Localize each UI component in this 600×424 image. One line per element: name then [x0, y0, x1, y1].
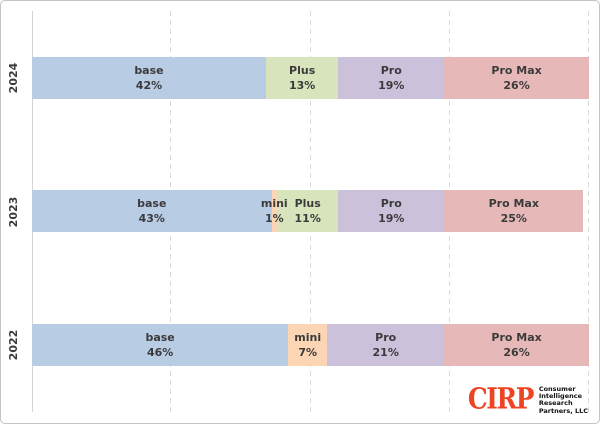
segment-label: Plus 11% — [294, 197, 321, 226]
cirp-wordmark: CIRP — [467, 383, 535, 417]
segment-label: mini 1% — [260, 197, 288, 226]
segment-label: Pro 19% — [378, 197, 405, 226]
bar-segment-base: base 46% — [32, 324, 289, 367]
plot-area: base 42% Plus 13% Pro 19% Pro Max 26% base 43% min… — [32, 11, 589, 412]
bar-segment-plus: Plus 11% — [277, 190, 339, 233]
segment-label: Plus 13% — [288, 63, 316, 92]
year-label-2023: 2023 — [7, 196, 20, 227]
bar-segment-plus: Plus 13% — [265, 56, 339, 99]
cirp-tagline-line: Intelligence — [538, 392, 583, 401]
segment-label: Pro Max 26% — [491, 63, 542, 92]
segment-label: Pro Max 26% — [491, 331, 542, 360]
cirp-tagline-line: Research — [538, 399, 573, 408]
bar-segment-base: base 43% — [32, 190, 272, 233]
bar-segment-pro: Pro 21% — [327, 324, 445, 367]
bar-segment-pro: Pro 19% — [338, 190, 445, 233]
segment-label: Pro 21% — [372, 331, 399, 360]
bar-segment-base: base 42% — [32, 56, 266, 99]
cirp-tagline: Consumer Intelligence Research Partners, LL… — [538, 384, 588, 415]
year-label-2022: 2022 — [7, 329, 20, 361]
stacked-bar-2024: base 42% Plus 13% Pro 19% Pro Max 26% — [32, 56, 589, 99]
bar-segment-mini: mini 1% — [261, 190, 288, 233]
segment-label: base 46% — [145, 331, 175, 360]
bar-segment-mini: mini 7% — [288, 324, 328, 367]
segment-label: mini 7% — [294, 331, 322, 360]
stacked-bar-2022: base 46% mini 7% Pro 21% Pro Max 26% — [32, 324, 589, 367]
bar-band-2023: base 43% mini 1% Plus 11% Pro 19% Pro Max 25% — [32, 145, 589, 279]
bar-segment-pro: Pro 19% — [338, 56, 445, 99]
cirp-tagline-line: Partners, LLC — [538, 406, 588, 415]
year-label-2024: 2024 — [7, 62, 20, 94]
cirp-logo: CIRP Consumer Intelligence Research Partner… — [461, 383, 588, 417]
bar-segment-pro-max: Pro Max 26% — [444, 56, 589, 99]
bar-segment-pro-max: Pro Max 26% — [444, 324, 589, 367]
stacked-bar-2023: base 43% mini 1% Plus 11% Pro 19% Pro Max 25% — [32, 190, 589, 233]
cirp-tagline-line: Consumer — [538, 384, 576, 393]
segment-label: Pro 19% — [378, 63, 405, 92]
gridline-100pct — [588, 11, 589, 412]
segment-label: Pro Max 25% — [488, 197, 539, 226]
bar-band-2024: base 42% Plus 13% Pro 19% Pro Max 26% — [32, 11, 589, 145]
bar-band-2022: base 46% mini 7% Pro 21% Pro Max 26% — [32, 278, 589, 412]
segment-label: base 42% — [134, 63, 164, 92]
segment-label: base 43% — [137, 197, 167, 226]
bar-segment-pro-max: Pro Max 25% — [444, 190, 584, 233]
